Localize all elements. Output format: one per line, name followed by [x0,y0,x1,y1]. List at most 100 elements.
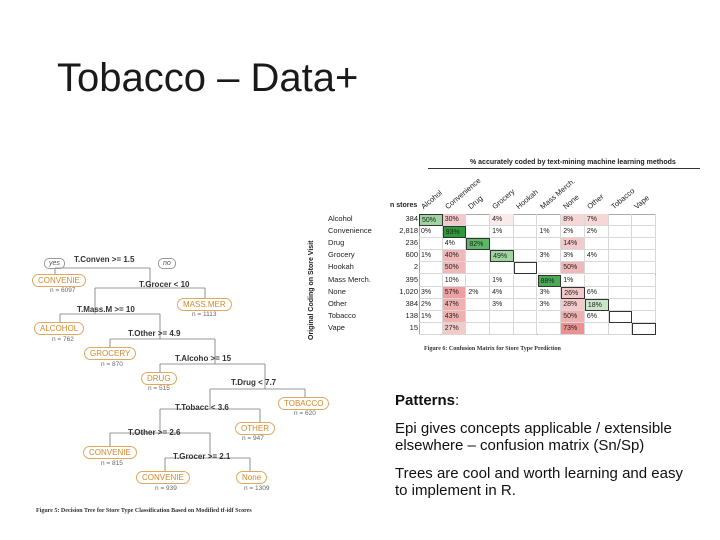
matrix-cell [513,286,538,299]
matrix-row-n: 600 [405,250,418,260]
matrix-cell: 8% [561,214,585,226]
matrix-row-label: Tobacco [328,310,356,320]
matrix-cell [537,238,562,251]
matrix-cell [466,226,491,239]
tree-split-3: T.Mass.M >= 10 [77,305,135,314]
matrix-cell: 14% [561,238,585,251]
matrix-cell: 40% [442,250,467,263]
matrix-row-n: 236 [405,238,418,248]
matrix-cell: 30% [442,214,467,226]
matrix-cell: 50% [561,262,585,275]
patterns-heading: Patterns [395,392,456,409]
matrix-cell: 88% [537,274,562,287]
matrix-cell: 4% [490,286,514,299]
matrix-row-n: 138 [405,310,418,320]
tree-split-5: T.Alcoho >= 15 [175,354,232,363]
tree-leaf-n: n = 515 [148,385,170,392]
matrix-cell: 43% [442,310,467,323]
tree-split-2: T.Grocer < 10 [139,280,190,289]
matrix-cell [632,310,656,323]
matrix-row-label: Other [328,298,347,308]
matrix-row-n: 1,020 [399,286,418,296]
tree-leaf-convenience-2: CONVENIE [83,446,137,459]
matrix-row-label: Convenience [328,226,372,236]
matrix-row-label: Hookah [328,262,354,272]
matrix-row-label: Drug [328,238,345,248]
tree-leaf-n: n = 762 [52,336,74,343]
matrix-cell [608,298,633,311]
matrix-cell: 1% [419,310,443,323]
matrix-cell [513,310,538,323]
matrix-cell [608,226,633,239]
matrix-cell [490,262,514,275]
tree-leaf-n: n = 620 [294,410,316,417]
matrix-cell: 50% [419,214,443,226]
matrix-cell [513,274,538,287]
matrix-row-n: 395 [405,274,418,284]
matrix-cell [632,238,656,251]
matrix-cell [490,238,514,251]
matrix-cell [419,262,443,275]
matrix-cell: 27% [442,322,467,335]
matrix-cell: 6% [584,310,609,323]
yes-branch-label: yes [44,258,65,269]
matrix-cell: 10% [442,274,467,287]
matrix-cell [466,262,491,275]
matrix-cell [632,322,656,335]
matrix-cell [537,322,562,335]
matrix-cell [632,274,656,287]
matrix-cell [466,250,491,263]
matrix-cell [537,310,562,323]
matrix-cell [513,238,538,251]
matrix-row-label: Vape [328,322,345,332]
tree-leaf-grocery: GROCERY [84,347,137,360]
matrix-row-label: Mass Merch. [328,274,371,284]
slide-title: Tobacco – Data+ [57,56,359,100]
matrix-cell: 4% [490,214,514,226]
tree-leaf-n: n = 939 [155,485,177,492]
matrix-cell [584,262,609,275]
tree-split-6: T.Drug < 7.7 [231,378,277,387]
matrix-cell [466,298,491,311]
no-branch-label: no [158,258,176,269]
matrix-cell [537,214,562,226]
matrix-cell [466,274,491,287]
matrix-cell [513,262,538,275]
matrix-cell [513,250,538,263]
matrix-cell [632,286,656,299]
matrix-cell [513,298,538,311]
tree-leaf-alcohol: ALCOHOL [34,322,85,335]
patterns-point-trees: Trees are cool and worth learning and ea… [395,464,683,500]
matrix-cell: 4% [584,250,609,263]
matrix-title: % accurately coded by text-mining machin… [470,159,676,166]
matrix-cell: 93% [442,226,467,239]
matrix-cell [608,274,633,287]
matrix-cell [419,238,443,251]
matrix-cell [632,214,656,226]
tree-leaf-other: OTHER [235,422,275,435]
matrix-cell [608,262,633,275]
matrix-row-n: 15 [409,322,418,332]
matrix-cell [513,226,538,239]
matrix-cell: 0% [419,226,443,239]
tree-split-8: T.Other >= 2.6 [128,428,181,437]
matrix-cell [632,298,656,311]
matrix-row-label: None [328,286,346,296]
matrix-cell: 26% [561,286,585,299]
matrix-cell: 1% [537,226,562,239]
matrix-cell [584,322,609,335]
tree-caption: Figure 5: Decision Tree for Store Type C… [36,508,252,514]
matrix-cell: 3% [490,298,514,311]
tree-leaf-mass-merch: MASS.MER [177,298,232,311]
matrix-cell: 3% [537,298,562,311]
matrix-cell [632,262,656,275]
matrix-cell: 73% [561,322,585,335]
tree-leaf-convenience-3: CONVENIE [136,471,190,484]
matrix-cell [466,214,491,226]
matrix-cell: 2% [561,226,585,239]
matrix-cell: 3% [561,250,585,263]
matrix-cell: 49% [490,250,514,263]
matrix-cell [490,322,514,335]
matrix-cell [513,322,538,335]
matrix-cell [608,250,633,263]
